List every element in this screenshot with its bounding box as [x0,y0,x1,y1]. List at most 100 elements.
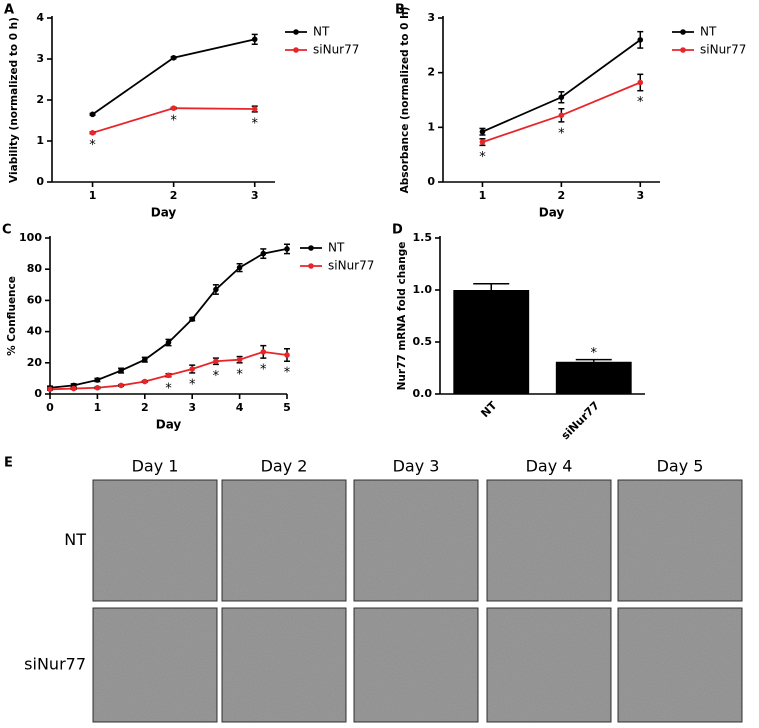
x-axis-label: Day [156,418,182,432]
x-tick-label: 4 [236,401,244,414]
y-tick-label: 3 [427,11,435,24]
panel-label: C [2,223,12,238]
panel-label: D [392,223,403,238]
x-tick-label: 2 [558,189,566,202]
legend-label: NT [328,241,345,255]
row-label: NT [64,530,86,549]
data-point [47,386,53,393]
micrograph-texture [355,609,477,721]
data-point [94,377,101,383]
y-tick-label: 20 [27,356,43,369]
significance-mark: * [165,381,172,396]
significance-mark: * [637,95,644,110]
y-tick-label: 100 [19,231,42,244]
legend-label: NT [700,25,717,39]
y-tick-label: 0.0 [413,387,433,400]
legend-marker [293,29,299,35]
data-point [251,106,258,112]
x-tick-label: 1 [94,401,102,414]
x-tick-label: 3 [636,189,644,202]
data-point [170,105,177,111]
legend-label: siNur77 [700,43,746,57]
data-point [213,286,219,293]
micrograph-texture [619,609,741,721]
significance-mark: * [284,366,291,381]
significance-mark: * [89,138,96,153]
y-tick-label: 4 [36,11,44,24]
column-label: Day 2 [261,457,308,476]
panel-label: A [4,3,14,18]
series-line [49,248,288,389]
y-tick-label: 1.5 [413,231,433,244]
data-point [236,356,243,363]
data-point [89,111,96,118]
data-point [637,37,644,43]
y-tick-label: 3 [36,52,44,65]
x-tick-label: 5 [283,401,291,414]
y-axis-label: % Confluence [6,276,18,356]
data-point [70,385,77,392]
legend-marker [308,245,314,251]
x-tick-label: 3 [188,401,196,414]
data-point [558,112,565,119]
significance-mark: * [591,346,598,361]
y-tick-label: 0 [34,387,42,400]
y-axis-label: Nur77 mRNA fold change [396,242,408,391]
legend-label: siNur77 [313,43,359,57]
y-tick-label: 1 [36,134,44,147]
data-point [118,367,124,374]
micrograph-texture [94,609,216,721]
x-tick-label: 2 [170,189,178,202]
legend-label: siNur77 [328,259,374,273]
bar [555,361,632,394]
legend-label: NT [313,25,330,39]
series-line [92,38,255,116]
data-point [284,246,290,252]
data-point [165,339,172,346]
data-point [142,356,148,363]
micrograph-texture [355,481,477,600]
y-tick-label: 2 [427,66,435,79]
column-label: Day 1 [132,457,179,476]
micrograph-texture [488,481,610,600]
data-point [558,94,565,101]
x-tick-label: 3 [251,189,259,202]
y-axis-label: Absorbance (normalized to 0 h) [399,7,411,194]
x-tick-label: NT [478,399,499,420]
y-tick-label: 60 [27,293,43,306]
data-point [284,352,290,358]
data-point [479,139,486,145]
y-axis-label: Viability (normalized to 0 h) [8,17,20,183]
data-point [118,382,124,389]
y-tick-label: 0.5 [413,335,433,348]
micrograph-texture [94,481,216,600]
significance-mark: * [170,114,177,129]
y-tick-label: 40 [27,325,43,338]
x-axis-label: Day [539,206,565,220]
data-point [142,378,148,385]
x-axis-label: Day [151,206,177,220]
data-point [89,130,96,136]
y-tick-label: 80 [27,262,43,275]
column-label: Day 3 [393,457,440,476]
legend-marker [680,47,686,53]
legend-marker [308,263,314,269]
x-tick-label: siNur77 [559,399,602,442]
significance-mark: * [213,369,220,384]
y-tick-label: 1 [427,120,435,133]
data-point [637,79,644,86]
data-point [189,366,195,372]
y-tick-label: 2 [36,93,44,106]
micrograph-texture [223,481,345,600]
x-tick-label: 2 [141,401,149,414]
data-point [94,384,101,391]
data-point [189,316,195,322]
data-point [260,349,267,355]
micrograph-texture [488,609,610,721]
row-label: siNur77 [24,655,86,674]
data-point [251,36,258,43]
data-point [213,358,219,365]
significance-mark: * [558,126,565,141]
panel-label: E [4,456,13,471]
y-tick-label: 0 [36,175,44,188]
